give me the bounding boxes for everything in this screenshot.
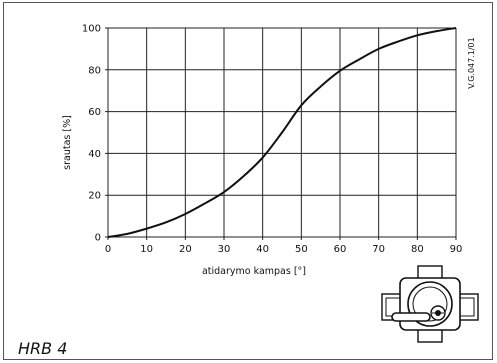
reference-code: V.G.047.1/01 (467, 37, 476, 89)
y-tick-label: 20 (88, 191, 101, 202)
x-tick-label: 20 (179, 244, 192, 255)
x-tick-label: 30 (218, 244, 231, 255)
x-tick-label: 70 (372, 244, 385, 255)
grid (105, 27, 457, 240)
y-tick-label: 60 (88, 107, 101, 118)
x-tick-label: 50 (295, 244, 308, 255)
tick-labels: 0 10 20 30 40 50 60 70 80 90 0 20 40 60 80 100 (82, 24, 462, 256)
y-tick-label: 80 (88, 65, 101, 76)
x-tick-label: 40 (256, 244, 269, 255)
x-tick-label: 60 (334, 244, 347, 255)
x-tick-label: 90 (450, 244, 463, 255)
y-axis-title: srautas [%] (62, 115, 73, 170)
x-axis-title: atidarymo kampas [°] (202, 266, 306, 277)
rotary-mixing-valve-icon (381, 265, 479, 343)
y-tick-label: 0 (95, 233, 101, 244)
chart-frame: 0 10 20 30 40 50 60 70 80 90 0 20 40 60 80 100 atidarym… (3, 2, 493, 360)
y-tick-label: 40 (88, 149, 101, 160)
flow-characteristic-chart: 0 10 20 30 40 50 60 70 80 90 0 20 40 60 80 100 atidarym… (62, 24, 476, 278)
x-tick-label: 0 (105, 244, 111, 255)
x-tick-label: 80 (411, 244, 424, 255)
x-tick-label: 10 (140, 244, 153, 255)
y-tick-label: 100 (82, 24, 101, 35)
flow-curve (107, 27, 457, 238)
model-label: HRB 4 (18, 339, 68, 358)
